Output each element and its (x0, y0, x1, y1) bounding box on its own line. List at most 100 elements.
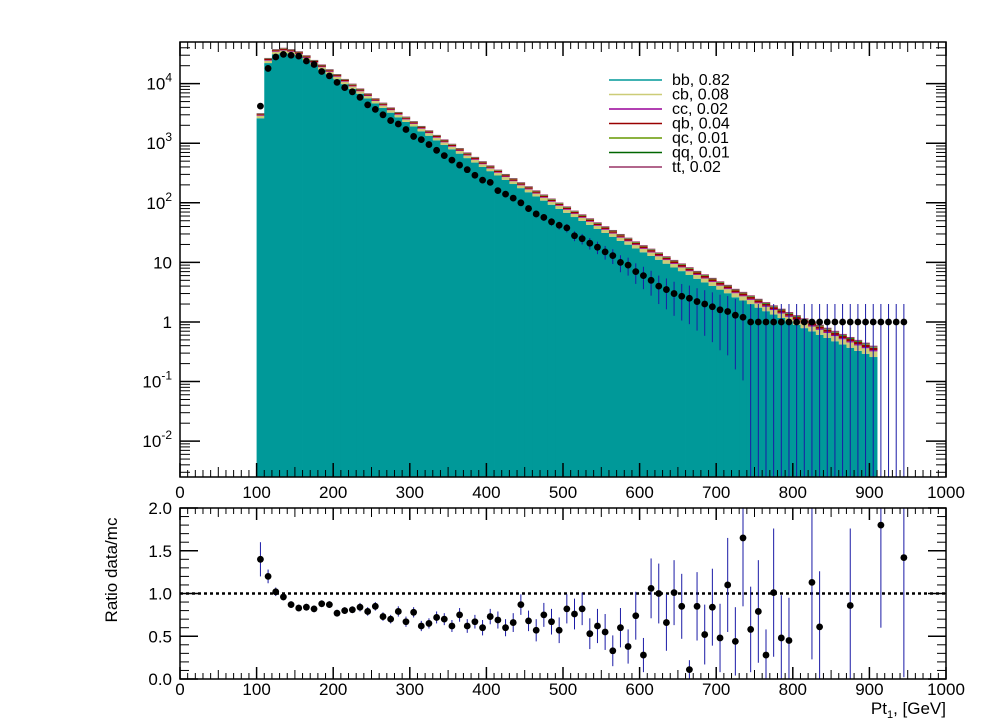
stack-bar-cb (517, 185, 526, 189)
data-point (425, 141, 433, 148)
stack-bar-cc (700, 277, 709, 279)
y-tick-label: 0.0 (148, 670, 172, 689)
ratio-point (701, 631, 709, 638)
stack-bar-tt (463, 152, 472, 154)
legend-label: qq, 0.01 (672, 145, 730, 162)
stack-bar-cc (601, 228, 610, 230)
ratio-point (310, 605, 318, 613)
stack-bar-cc (731, 292, 740, 294)
stack-bar-cc (532, 192, 541, 194)
data-point (701, 300, 709, 308)
stack-bar-cc (654, 255, 663, 257)
data-point (800, 318, 808, 326)
stack-bar-tt (593, 222, 602, 224)
stack-bar-cc (486, 167, 495, 169)
stack-bar-qb (394, 113, 403, 115)
ratio-point (678, 602, 686, 610)
stack-bar-bb (540, 200, 549, 477)
stack-bar-qb (677, 264, 686, 267)
stack-bar-cb (540, 197, 549, 201)
stack-bar-cb (670, 263, 679, 268)
data-point (387, 117, 395, 124)
stack-bar-cc (677, 266, 686, 268)
data-point (831, 318, 839, 326)
stack-bar-tt (524, 186, 533, 187)
stack-bar-tt (608, 229, 618, 231)
stack-bar-bb (616, 240, 625, 477)
stack-bar-cb (585, 221, 595, 225)
stack-bar-cc (670, 263, 679, 264)
stack-bar-bb (593, 229, 602, 477)
stack-bar-bb (708, 285, 717, 477)
stack-bar-tt (279, 47, 288, 49)
x-tick-label: 800 (779, 680, 807, 699)
data-point (900, 318, 908, 326)
stack-bar-tt (455, 148, 464, 149)
stack-bar-cc (356, 90, 365, 92)
data-point (869, 318, 877, 326)
stack-bar-bb (348, 88, 357, 477)
ratio-point (325, 601, 333, 609)
stack-bar-bb (471, 162, 480, 478)
data-point (333, 78, 341, 86)
data-point (325, 72, 333, 80)
data-points-top (257, 50, 908, 477)
stack-bar-qb (670, 261, 679, 264)
stack-bar-tt (340, 78, 349, 80)
stack-bar-cc (540, 197, 549, 198)
stack-bar-qb (616, 235, 625, 237)
stack-bar-cb (409, 123, 418, 127)
stack-bar-bb (432, 140, 441, 478)
ratio-point (739, 534, 747, 542)
stack-bar-bb (670, 267, 679, 477)
stack-bar-bb (394, 117, 403, 477)
x-tick-label: 100 (242, 483, 270, 502)
data-point (433, 146, 441, 154)
data-point (716, 306, 724, 314)
stack-bar-tt (563, 206, 572, 208)
stack-bar-cc (471, 159, 480, 160)
ratio-point (425, 620, 433, 627)
stack-bar-qb (471, 158, 480, 160)
stack-bar-cc (524, 188, 533, 190)
ratio-point (640, 651, 647, 659)
ratio-y-axis-label: Ratio data/mc (102, 517, 121, 622)
stack-bar-tt (677, 263, 686, 265)
ratio-point (448, 622, 456, 630)
stack-bar-cc (256, 115, 265, 116)
stack-bar-bb (440, 144, 449, 477)
stack-bar-cc (409, 123, 418, 124)
stack-bar-bb (256, 118, 265, 477)
stack-bar-tt (271, 49, 280, 50)
stack-bar-cb (532, 193, 541, 197)
stack-bar-qb (325, 70, 334, 72)
stack-bar-bb (662, 263, 671, 477)
y-tick-label: 10-2 (142, 428, 172, 451)
ratio-point (578, 605, 586, 613)
stack-bar-qb (463, 153, 472, 155)
stack-bar-cb (340, 81, 349, 85)
ratio-point (685, 666, 693, 673)
ratio-point (632, 612, 640, 620)
ratio-point (348, 606, 356, 614)
stack-bar-tt (471, 156, 480, 158)
data-point (295, 52, 303, 60)
stack-bar-tt (631, 241, 640, 243)
stack-bar-cc (723, 288, 732, 290)
stack-bar-bb (524, 192, 533, 477)
stack-bar-tt (333, 74, 342, 75)
stack-bar-bb (677, 271, 686, 477)
ratio-point (272, 588, 280, 596)
y-tick-label: 10 (153, 253, 172, 272)
data-point (609, 252, 617, 259)
data-point (509, 194, 517, 202)
ratio-points (257, 508, 908, 679)
legend-label: qb, 0.04 (672, 116, 730, 133)
stack-bar-bb (271, 54, 280, 477)
stack-bar-qb (731, 290, 740, 293)
ratio-point (555, 626, 563, 634)
stack-bar-qb (256, 114, 265, 116)
stack-bar-cb (708, 282, 717, 286)
ratio-point (318, 600, 326, 608)
stack-bar-qb (654, 253, 663, 256)
